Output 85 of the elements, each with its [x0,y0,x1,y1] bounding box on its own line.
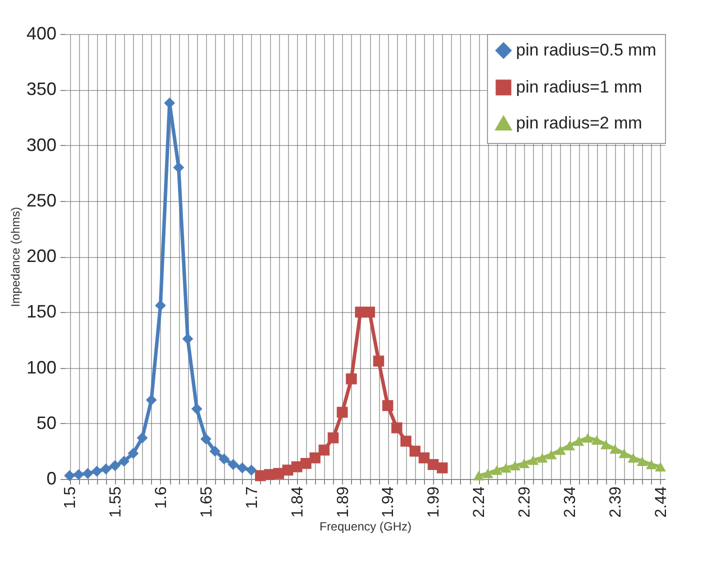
point [373,356,384,367]
x-tick-label: 1.84 [289,486,306,518]
point [246,464,257,476]
point [528,455,539,465]
y-tick-label: 400 [26,24,56,44]
point [118,456,130,467]
y-tick-label: 300 [26,134,56,155]
x-tick-label: 1.55 [108,486,124,518]
point [400,436,412,447]
y-tick-label: 100 [26,357,56,378]
x-tick-label: 1.6 [152,486,170,509]
x-tick-label: 1.5 [62,486,80,509]
point [500,463,512,473]
point [591,435,602,445]
point [654,462,666,472]
point [64,470,76,482]
point [491,465,502,475]
y-tick-label: 150 [26,302,56,322]
point [473,470,484,480]
point [346,373,357,384]
point [236,462,248,474]
point [218,454,230,464]
point [646,460,657,470]
point [382,400,394,412]
point [391,422,402,434]
legend-label: pin radius=0.5 mm [516,40,656,60]
point [410,446,420,457]
y-tick-label: 200 [26,246,56,266]
point [128,448,139,459]
point [91,466,102,477]
x-tick-label: 2.39 [608,486,624,518]
point [191,403,202,414]
x-tick-label: 1.94 [380,486,398,518]
legend-label: pin radius=1 mm [516,78,642,96]
x-tick-label: 2.29 [516,486,534,518]
point [173,162,184,173]
x-tick-label: 1.89 [334,486,352,518]
point [418,452,430,464]
point [300,458,312,469]
y-tick-label: 250 [26,190,56,210]
point [610,444,620,454]
y-axis-title: Impedance (ohms) [8,206,22,308]
point [582,433,594,443]
point [600,440,612,450]
point [146,394,157,406]
point [328,432,339,444]
point [228,459,239,470]
point [636,456,648,466]
point [564,440,576,450]
y-tick-label: 50 [36,412,56,433]
point [618,448,630,458]
point [336,406,348,418]
x-tick-label: 2.34 [562,486,580,518]
point [628,453,639,463]
point [364,306,376,318]
y-tick-label: 350 [26,79,56,100]
point [510,460,520,470]
point [482,468,494,478]
x-tick-label: 1.7 [244,486,261,509]
point [573,436,584,446]
point [518,458,530,468]
x-tick-label: 2.24 [471,486,488,518]
point [546,450,557,460]
point [73,469,84,480]
point [210,446,220,457]
x-axis-title: Frequency (GHz) [319,520,412,534]
point [318,444,330,456]
x-tick-label: 1.99 [426,486,443,518]
point [554,445,566,455]
x-tick-label: 1.65 [198,486,216,518]
point [310,452,320,464]
point [164,98,176,108]
point [136,432,148,444]
x-tick-label: 2.44 [652,486,670,518]
point [100,464,112,474]
point [82,468,94,479]
point [436,462,448,474]
point [200,433,212,444]
y-tick-label: 0 [46,468,56,488]
point [428,459,439,470]
point [182,333,194,344]
legend-label: pin radius=2 mm [516,114,642,132]
point [536,453,548,463]
point [273,468,284,479]
point [110,460,120,472]
